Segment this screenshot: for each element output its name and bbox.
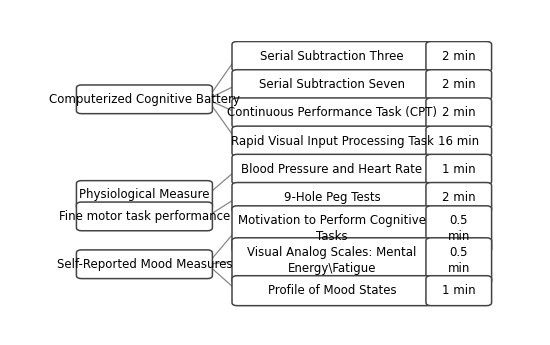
Text: 2 min: 2 min [442, 50, 476, 63]
FancyBboxPatch shape [426, 238, 492, 284]
Text: Profile of Mood States: Profile of Mood States [268, 284, 396, 297]
FancyBboxPatch shape [426, 98, 492, 128]
FancyBboxPatch shape [232, 154, 432, 184]
FancyBboxPatch shape [426, 183, 492, 213]
Text: 9-Hole Peg Tests: 9-Hole Peg Tests [284, 191, 381, 204]
FancyBboxPatch shape [232, 126, 432, 156]
Text: 1 min: 1 min [442, 284, 476, 297]
FancyBboxPatch shape [426, 154, 492, 184]
FancyBboxPatch shape [232, 238, 432, 284]
Text: 1 min: 1 min [442, 163, 476, 176]
FancyBboxPatch shape [426, 276, 492, 306]
Text: 2 min: 2 min [442, 106, 476, 119]
FancyBboxPatch shape [426, 206, 492, 252]
Text: Visual Analog Scales: Mental
Energy\Fatigue: Visual Analog Scales: Mental Energy\Fati… [248, 246, 417, 275]
Text: 2 min: 2 min [442, 78, 476, 91]
Text: Motivation to Perform Cognitive
Tasks: Motivation to Perform Cognitive Tasks [238, 215, 426, 244]
FancyBboxPatch shape [426, 126, 492, 156]
FancyBboxPatch shape [232, 98, 432, 128]
FancyBboxPatch shape [76, 181, 212, 209]
Text: 0.5
min: 0.5 min [448, 215, 470, 244]
FancyBboxPatch shape [232, 206, 432, 252]
FancyBboxPatch shape [76, 85, 212, 114]
Text: Rapid Visual Input Processing Task: Rapid Visual Input Processing Task [230, 135, 433, 148]
FancyBboxPatch shape [232, 183, 432, 213]
FancyBboxPatch shape [426, 70, 492, 100]
FancyBboxPatch shape [426, 41, 492, 71]
Text: 2 min: 2 min [442, 191, 476, 204]
Text: Computerized Cognitive Battery: Computerized Cognitive Battery [49, 93, 240, 106]
FancyBboxPatch shape [76, 250, 212, 279]
Text: 0.5
min: 0.5 min [448, 246, 470, 275]
Text: Continuous Performance Task (CPT): Continuous Performance Task (CPT) [227, 106, 437, 119]
FancyBboxPatch shape [232, 70, 432, 100]
Text: Serial Subtraction Three: Serial Subtraction Three [260, 50, 404, 63]
Text: Serial Subtraction Seven: Serial Subtraction Seven [259, 78, 405, 91]
Text: Physiological Measure: Physiological Measure [79, 188, 210, 201]
Text: Fine motor task performance: Fine motor task performance [59, 210, 230, 223]
Text: Self-Reported Mood Measures: Self-Reported Mood Measures [57, 258, 232, 271]
Text: Blood Pressure and Heart Rate: Blood Pressure and Heart Rate [241, 163, 422, 176]
FancyBboxPatch shape [232, 41, 432, 71]
FancyBboxPatch shape [76, 202, 212, 231]
FancyBboxPatch shape [232, 276, 432, 306]
Text: 16 min: 16 min [438, 135, 480, 148]
